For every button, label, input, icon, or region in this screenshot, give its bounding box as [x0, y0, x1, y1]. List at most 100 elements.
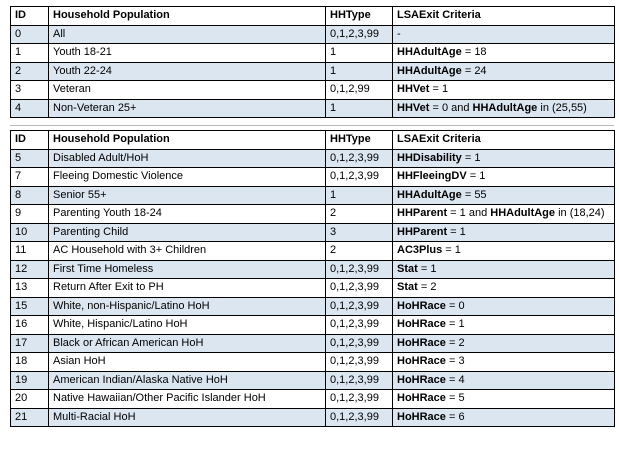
population-cell: American Indian/Alaska Native HoH	[48, 370, 326, 390]
row: 10 Parenting Child 3 HHParent = 1	[10, 222, 615, 242]
criteria-cell: HoHRace = 0	[392, 296, 615, 316]
population-cell: Black or African American HoH	[48, 333, 326, 353]
hhtype-cell: 0,1,2,99	[325, 80, 393, 100]
criteria-run: = 6	[445, 410, 465, 423]
header-cell: Household Population	[48, 6, 326, 26]
criteria-run: HHAdultAge	[490, 207, 556, 219]
hhtype-cell: 2	[325, 204, 393, 224]
header-cell: HHType	[325, 6, 393, 26]
criteria-run: HoHRace	[397, 410, 446, 423]
header-cell: LSAExit Criteria	[392, 6, 615, 26]
header-cell: ID	[10, 130, 49, 150]
criteria-run: HHVet	[397, 101, 430, 114]
criteria-run: = 4	[445, 373, 465, 386]
id-cell: 15	[10, 296, 49, 316]
row: 18 Asian HoH 0,1,2,3,99 HoHRace = 3	[10, 352, 615, 372]
hhtype-cell: 0,1,2,3,99	[325, 148, 393, 168]
criteria-run: = 18	[461, 46, 487, 58]
criteria-run: = 1	[445, 318, 465, 330]
population-cell: White, non-Hispanic/Latino HoH	[48, 296, 326, 316]
population-cell: Parenting Youth 18-24	[48, 204, 326, 224]
id-cell: 8	[10, 185, 49, 205]
criteria-run: HHAdultAge	[397, 46, 462, 58]
id-cell: 5	[10, 148, 49, 168]
hhtype-cell: 1	[325, 43, 393, 63]
hhtype-cell: 0,1,2,3,99	[325, 333, 393, 353]
criteria-run: in (18,24)	[555, 207, 605, 219]
id-cell: 7	[10, 167, 49, 187]
header-cell: Household Population	[48, 130, 326, 150]
criteria-run: = 2	[445, 336, 465, 349]
criteria-run: HoHRace	[397, 299, 446, 312]
id-cell: 9	[10, 204, 49, 224]
criteria-run: in (25,55)	[537, 101, 587, 114]
row: 1 Youth 18-21 1 HHAdultAge = 18	[10, 43, 615, 63]
row: 12 First Time Homeless 0,1,2,3,99 Stat = 1	[10, 259, 615, 279]
id-cell: 12	[10, 259, 49, 279]
criteria-run: Stat	[397, 262, 418, 275]
criteria-run: HHParent	[397, 225, 448, 238]
hhtype-cell: 0,1,2,3,99	[325, 389, 393, 409]
hhtype-cell: 0,1,2,3,99	[325, 259, 393, 279]
criteria-run: AC3Plus	[397, 244, 443, 256]
population-cell: Veteran	[48, 80, 326, 100]
criteria-run: HHParent	[397, 207, 448, 219]
criteria-run: = 5	[445, 392, 465, 404]
id-cell: 21	[10, 407, 49, 427]
criteria-cell: HoHRace = 1	[392, 315, 615, 335]
population-cell: Youth 22-24	[48, 61, 326, 81]
criteria-run: = 0 and	[429, 101, 473, 114]
hhtype-cell: 0,1,2,3,99	[325, 296, 393, 316]
criteria-run: = 3	[445, 355, 465, 367]
header-cell: LSAExit Criteria	[392, 130, 615, 150]
criteria-run: Stat	[397, 281, 418, 293]
row: 4 Non-Veteran 25+ 1 HHVet = 0 and HHAdultAg…	[10, 98, 615, 118]
criteria-run: = 1	[429, 83, 449, 95]
population-cell: Asian HoH	[48, 352, 326, 372]
population-cell: First Time Homeless	[48, 259, 326, 279]
row: 20 Native Hawaiian/Other Pacific Islander…	[10, 389, 615, 409]
id-cell: 20	[10, 389, 49, 409]
row: 16 White, Hispanic/Latino HoH 0,1,2,3,99 Ho…	[10, 315, 615, 335]
criteria-run: = 1 and	[447, 207, 491, 219]
population-cell: Disabled Adult/HoH	[48, 148, 326, 168]
criteria-run: HoHRace	[397, 392, 446, 404]
population-cell: Parenting Child	[48, 222, 326, 242]
criteria-run: HHAdultAge	[472, 101, 538, 114]
criteria-run: = 2	[417, 281, 437, 293]
population-cell: Youth 18-21	[48, 43, 326, 63]
population-cell: Native Hawaiian/Other Pacific Islander H…	[48, 389, 326, 409]
row: 11 AC Household with 3+ Children 2 AC3Plus …	[10, 241, 615, 261]
id-cell: 11	[10, 241, 49, 261]
id-cell: 16	[10, 315, 49, 335]
criteria-run: HHFleeingDV	[397, 170, 467, 182]
population-cell: All	[48, 24, 326, 44]
criteria-run: = 1	[461, 151, 481, 164]
hhtype-cell: 0,1,2,3,99	[325, 24, 393, 44]
criteria-run: = 1	[447, 225, 466, 238]
criteria-run: HHDisability	[397, 151, 462, 164]
id-cell: 3	[10, 80, 49, 100]
hhtype-cell: 0,1,2,3,99	[325, 352, 393, 372]
criteria-run: = 1	[442, 244, 461, 256]
criteria-run: HoHRace	[397, 336, 446, 349]
table: ID Household Population HHType LSAExit Crit…	[10, 130, 615, 427]
row: 15 White, non-Hispanic/Latino HoH 0,1,2,3,…	[10, 296, 615, 316]
population-cell: Senior 55+	[48, 185, 326, 205]
criteria-cell: HoHRace = 2	[392, 333, 615, 353]
criteria-cell: HHAdultAge = 24	[392, 61, 615, 81]
id-cell: 0	[10, 24, 49, 44]
hhtype-cell: 0,1,2,3,99	[325, 167, 393, 187]
row: 17 Black or African American HoH 0,1,2,3,9…	[10, 333, 615, 353]
criteria-cell: AC3Plus = 1	[392, 241, 615, 261]
criteria-run: = 1	[417, 262, 437, 275]
criteria-cell: Stat = 2	[392, 278, 615, 298]
hhtype-cell: 0,1,2,3,99	[325, 278, 393, 298]
id-cell: 18	[10, 352, 49, 372]
hhtype-cell: 1	[325, 98, 393, 118]
criteria-cell: HoHRace = 6	[392, 407, 615, 427]
criteria-cell: Stat = 1	[392, 259, 615, 279]
population-cell: Multi-Racial HoH	[48, 407, 326, 427]
header-cell: HHType	[325, 130, 393, 150]
criteria-run: = 0	[445, 299, 465, 312]
